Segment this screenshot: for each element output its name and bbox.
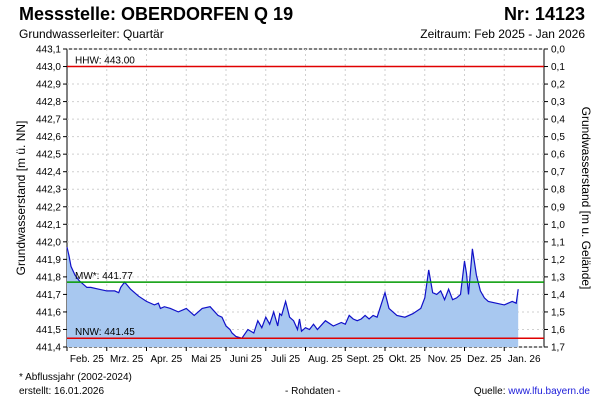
left-tick-label: 441,5 bbox=[36, 325, 61, 336]
month-label: Apr. 25 bbox=[151, 354, 183, 365]
source-link[interactable]: www.lfu.bayern.de bbox=[508, 386, 590, 397]
right-tick-label: 0,1 bbox=[551, 62, 565, 73]
month-label: Nov. 25 bbox=[428, 354, 462, 365]
aquifer-label: Grundwasserleiter: Quartär bbox=[19, 27, 164, 41]
right-tick-label: 1,5 bbox=[551, 307, 565, 318]
right-tick-label: 0,5 bbox=[551, 132, 565, 143]
left-tick-label: 443,1 bbox=[36, 45, 61, 56]
left-tick-label: 442,6 bbox=[36, 132, 61, 143]
month-label: Jan. 26 bbox=[508, 354, 541, 365]
left-tick-label: 442,2 bbox=[36, 202, 61, 213]
right-tick-label: 0,0 bbox=[551, 45, 565, 56]
right-tick-label: 0,6 bbox=[551, 150, 565, 161]
left-tick-label: 442,0 bbox=[36, 237, 61, 248]
left-tick-label: 442,8 bbox=[36, 97, 61, 108]
right-tick-label: 0,8 bbox=[551, 185, 565, 196]
left-tick-label: 442,4 bbox=[36, 167, 61, 178]
created-date: erstellt: 16.01.2026 bbox=[19, 386, 105, 397]
footnote-runoff-years: * Abflussjahr (2002-2024) bbox=[19, 372, 132, 383]
month-label: Feb. 25 bbox=[70, 354, 104, 365]
left-tick-label: 441,6 bbox=[36, 307, 61, 318]
left-tick-label: 442,3 bbox=[36, 185, 61, 196]
source-prefix: Quelle: bbox=[473, 386, 509, 397]
station-number: Nr: 14123 bbox=[503, 4, 585, 24]
left-tick-label: 441,7 bbox=[36, 290, 61, 301]
right-tick-label: 0,4 bbox=[551, 115, 565, 126]
month-label: Mai 25 bbox=[191, 354, 221, 365]
left-tick-label: 442,5 bbox=[36, 150, 61, 161]
month-label: Juni 25 bbox=[230, 354, 263, 365]
right-tick-label: 0,7 bbox=[551, 167, 565, 178]
left-tick-label: 441,4 bbox=[36, 343, 61, 354]
left-tick-label: 442,9 bbox=[36, 80, 61, 91]
right-tick-label: 0,2 bbox=[551, 80, 565, 91]
left-tick-label: 441,8 bbox=[36, 272, 61, 283]
right-tick-label: 1,1 bbox=[551, 237, 565, 248]
right-tick-label: 1,0 bbox=[551, 220, 565, 231]
source-label: Quelle: www.lfu.bayern.de bbox=[474, 386, 590, 397]
mw-label: MW*: 441.77 bbox=[75, 271, 133, 282]
left-tick-label: 443,0 bbox=[36, 62, 61, 73]
left-tick-label: 442,7 bbox=[36, 115, 61, 126]
month-label: Sept. 25 bbox=[346, 354, 384, 365]
hhw-label: HHW: 443.00 bbox=[75, 56, 135, 67]
right-tick-label: 1,6 bbox=[551, 325, 565, 336]
period-label: Zeitraum: Feb 2025 - Jan 2026 bbox=[420, 27, 585, 41]
right-tick-label: 0,9 bbox=[551, 202, 565, 213]
right-tick-label: 0,3 bbox=[551, 97, 565, 108]
y-axis-title-left: Grundwasserstand [m ü. NN] bbox=[14, 121, 28, 276]
month-label: Dez. 25 bbox=[467, 354, 502, 365]
left-tick-label: 442,1 bbox=[36, 220, 61, 231]
month-label: Okt. 25 bbox=[389, 354, 422, 365]
month-label: Aug. 25 bbox=[308, 354, 343, 365]
station-title: Messstelle: OBERDORFEN Q 19 bbox=[19, 4, 294, 24]
left-tick-label: 441,9 bbox=[36, 255, 61, 266]
raw-data-label: - Rohdaten - bbox=[285, 386, 341, 397]
month-label: Juli 25 bbox=[271, 354, 300, 365]
right-tick-label: 1,2 bbox=[551, 255, 565, 266]
series-area bbox=[67, 247, 519, 347]
right-tick-label: 1,4 bbox=[551, 290, 565, 301]
nnw-label: NNW: 441.45 bbox=[75, 327, 135, 338]
series-line bbox=[66, 246, 519, 339]
right-tick-label: 1,3 bbox=[551, 272, 565, 283]
y-axis-title-right: Grundwasserstand [m u. Gelände] bbox=[579, 107, 593, 290]
month-label: Mrz. 25 bbox=[110, 354, 144, 365]
right-tick-label: 1,7 bbox=[551, 343, 565, 354]
